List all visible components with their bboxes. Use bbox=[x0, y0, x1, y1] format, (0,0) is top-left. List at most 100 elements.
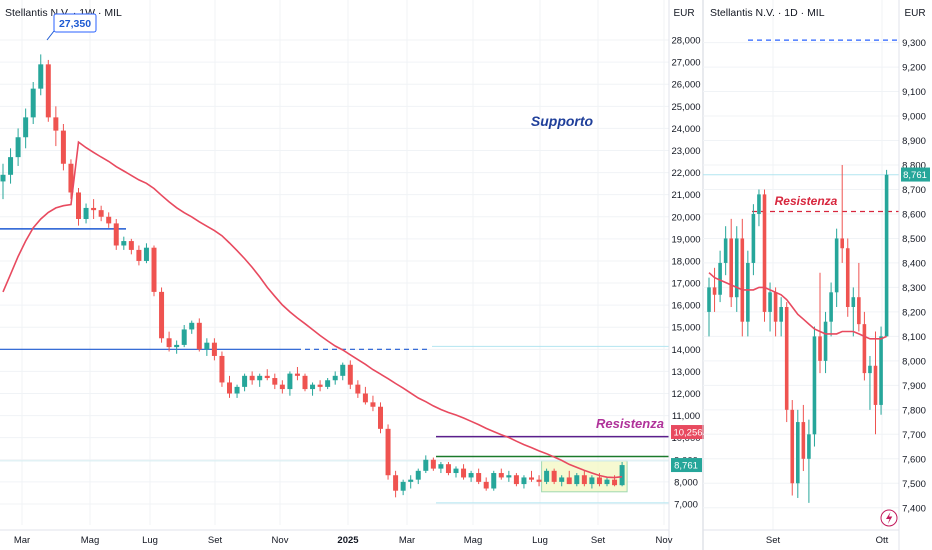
candle bbox=[204, 338, 210, 356]
candle bbox=[340, 362, 346, 381]
x-tick-label: Mag bbox=[464, 535, 482, 546]
y-tick-label: 8,100 bbox=[902, 332, 926, 343]
y-tick-label: 8,200 bbox=[902, 307, 926, 318]
candle bbox=[551, 468, 557, 485]
x-tick-label: Nov bbox=[656, 535, 673, 546]
candle bbox=[544, 468, 550, 485]
candle bbox=[845, 238, 850, 317]
weekly-candles bbox=[0, 54, 625, 498]
candle bbox=[189, 320, 195, 334]
x-tick-label: Mag bbox=[81, 535, 99, 546]
x-tick-label: Set bbox=[208, 535, 223, 546]
candle bbox=[325, 378, 331, 390]
candle bbox=[0, 163, 6, 200]
candle bbox=[521, 475, 527, 489]
candle bbox=[53, 106, 59, 147]
candle bbox=[227, 375, 232, 398]
candle bbox=[68, 159, 74, 200]
candle bbox=[30, 82, 36, 124]
daily-last-price-label: 8,761 bbox=[903, 170, 927, 181]
y-tick-label: 7,900 bbox=[902, 381, 926, 392]
candle bbox=[294, 366, 300, 381]
daily-currency: EUR bbox=[904, 8, 925, 19]
candle bbox=[476, 468, 482, 485]
candle bbox=[868, 355, 872, 410]
candle bbox=[264, 369, 270, 381]
x-tick-label: Mar bbox=[399, 535, 415, 546]
candle bbox=[818, 272, 822, 374]
y-tick-label: 19,000 bbox=[671, 234, 700, 245]
candle bbox=[257, 373, 263, 387]
candle bbox=[249, 371, 255, 385]
y-tick-label: 8,700 bbox=[902, 185, 926, 196]
candle bbox=[751, 204, 756, 276]
candle bbox=[445, 461, 451, 476]
candle bbox=[302, 373, 308, 392]
candle bbox=[840, 165, 844, 263]
candle bbox=[796, 409, 800, 498]
candle bbox=[136, 245, 142, 266]
candle bbox=[834, 228, 839, 307]
y-tick-label: 7,800 bbox=[902, 405, 926, 416]
candle bbox=[279, 380, 285, 394]
candle bbox=[287, 371, 293, 396]
candle bbox=[536, 475, 542, 487]
candle bbox=[566, 470, 572, 485]
ma-value-tag bbox=[671, 425, 704, 440]
candle bbox=[812, 326, 817, 447]
y-tick-label: 9,100 bbox=[902, 87, 926, 98]
candle bbox=[332, 371, 338, 385]
daily-last-price-tag bbox=[901, 167, 930, 182]
candle bbox=[98, 205, 104, 222]
weekly-last-price-tag: 8,761 bbox=[671, 458, 702, 473]
x-tick-label: 2025 bbox=[337, 535, 359, 546]
y-tick-label: 21,000 bbox=[671, 190, 700, 201]
x-tick-label: Lug bbox=[142, 535, 158, 546]
candle bbox=[718, 250, 722, 303]
candle bbox=[355, 380, 361, 398]
candle bbox=[619, 461, 625, 487]
candle bbox=[740, 218, 745, 337]
candle bbox=[723, 226, 728, 276]
candle bbox=[430, 457, 436, 471]
x-tick-label: Ott bbox=[876, 535, 889, 546]
ma-value-label: 10,256 bbox=[673, 428, 702, 439]
candle bbox=[491, 470, 497, 491]
candle bbox=[378, 402, 383, 434]
last-price-label: 8,761 bbox=[674, 461, 698, 472]
weekly-levels bbox=[0, 228, 669, 504]
candle bbox=[151, 245, 157, 297]
y-tick-label: 12,000 bbox=[671, 389, 700, 400]
lightning-icon[interactable] bbox=[880, 509, 898, 527]
daily-levels bbox=[703, 39, 899, 213]
weekly-x-axis: Mar Mag Lug Set Nov 2025 Mar Mag Lug Set Nov bbox=[14, 535, 673, 546]
candle bbox=[211, 338, 217, 361]
candle bbox=[513, 473, 519, 487]
y-tick-label: 8,000 bbox=[674, 477, 698, 488]
y-tick-label: 9,000 bbox=[902, 112, 926, 123]
candle bbox=[773, 287, 778, 337]
y-tick-label: 8,500 bbox=[902, 234, 926, 245]
y-tick-label: 16,000 bbox=[671, 301, 700, 312]
candle bbox=[128, 238, 134, 255]
candle bbox=[574, 473, 580, 487]
y-tick-label: 20,000 bbox=[671, 212, 700, 223]
candle bbox=[790, 400, 795, 496]
candle bbox=[823, 311, 828, 374]
y-tick-label: 9,200 bbox=[902, 63, 926, 74]
y-tick-label: 17,000 bbox=[671, 279, 700, 290]
candle bbox=[801, 404, 806, 472]
candle bbox=[529, 470, 534, 482]
weekly-ma-value-tag: 10,256 bbox=[671, 425, 704, 440]
candle bbox=[219, 351, 225, 387]
y-tick-label: 7,000 bbox=[674, 499, 698, 510]
candle bbox=[106, 212, 112, 228]
y-tick-label: 8,400 bbox=[902, 258, 926, 269]
y-tick-label: 18,000 bbox=[671, 256, 700, 267]
candle bbox=[483, 477, 489, 491]
y-tick-label: 8,800 bbox=[902, 161, 926, 172]
y-tick-label: 11,000 bbox=[672, 411, 700, 422]
candle bbox=[38, 54, 44, 96]
y-tick-label: 7,700 bbox=[902, 430, 926, 441]
candle bbox=[423, 455, 429, 474]
